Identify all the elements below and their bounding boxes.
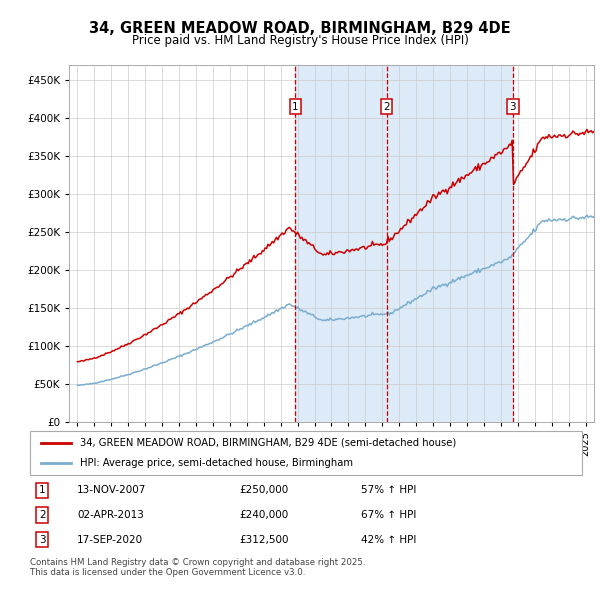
- Text: 1: 1: [39, 486, 46, 496]
- FancyBboxPatch shape: [30, 431, 582, 475]
- Text: £312,500: £312,500: [240, 535, 289, 545]
- Text: 3: 3: [509, 101, 516, 112]
- Text: 13-NOV-2007: 13-NOV-2007: [77, 486, 146, 496]
- Text: 2: 2: [39, 510, 46, 520]
- Text: 2: 2: [383, 101, 390, 112]
- Bar: [295, 65, 386, 422]
- Text: Price paid vs. HM Land Registry's House Price Index (HPI): Price paid vs. HM Land Registry's House …: [131, 34, 469, 47]
- Text: Contains HM Land Registry data © Crown copyright and database right 2025.
This d: Contains HM Land Registry data © Crown c…: [30, 558, 365, 577]
- Text: 42% ↑ HPI: 42% ↑ HPI: [361, 535, 416, 545]
- Text: 3: 3: [39, 535, 46, 545]
- Text: 67% ↑ HPI: 67% ↑ HPI: [361, 510, 416, 520]
- Text: 02-APR-2013: 02-APR-2013: [77, 510, 144, 520]
- Text: £240,000: £240,000: [240, 510, 289, 520]
- Text: 17-SEP-2020: 17-SEP-2020: [77, 535, 143, 545]
- Text: HPI: Average price, semi-detached house, Birmingham: HPI: Average price, semi-detached house,…: [80, 458, 353, 468]
- Text: 34, GREEN MEADOW ROAD, BIRMINGHAM, B29 4DE (semi-detached house): 34, GREEN MEADOW ROAD, BIRMINGHAM, B29 4…: [80, 438, 456, 448]
- Text: 1: 1: [292, 101, 299, 112]
- Text: £250,000: £250,000: [240, 486, 289, 496]
- Text: 57% ↑ HPI: 57% ↑ HPI: [361, 486, 416, 496]
- Text: 34, GREEN MEADOW ROAD, BIRMINGHAM, B29 4DE: 34, GREEN MEADOW ROAD, BIRMINGHAM, B29 4…: [89, 21, 511, 35]
- Bar: [386, 65, 513, 422]
